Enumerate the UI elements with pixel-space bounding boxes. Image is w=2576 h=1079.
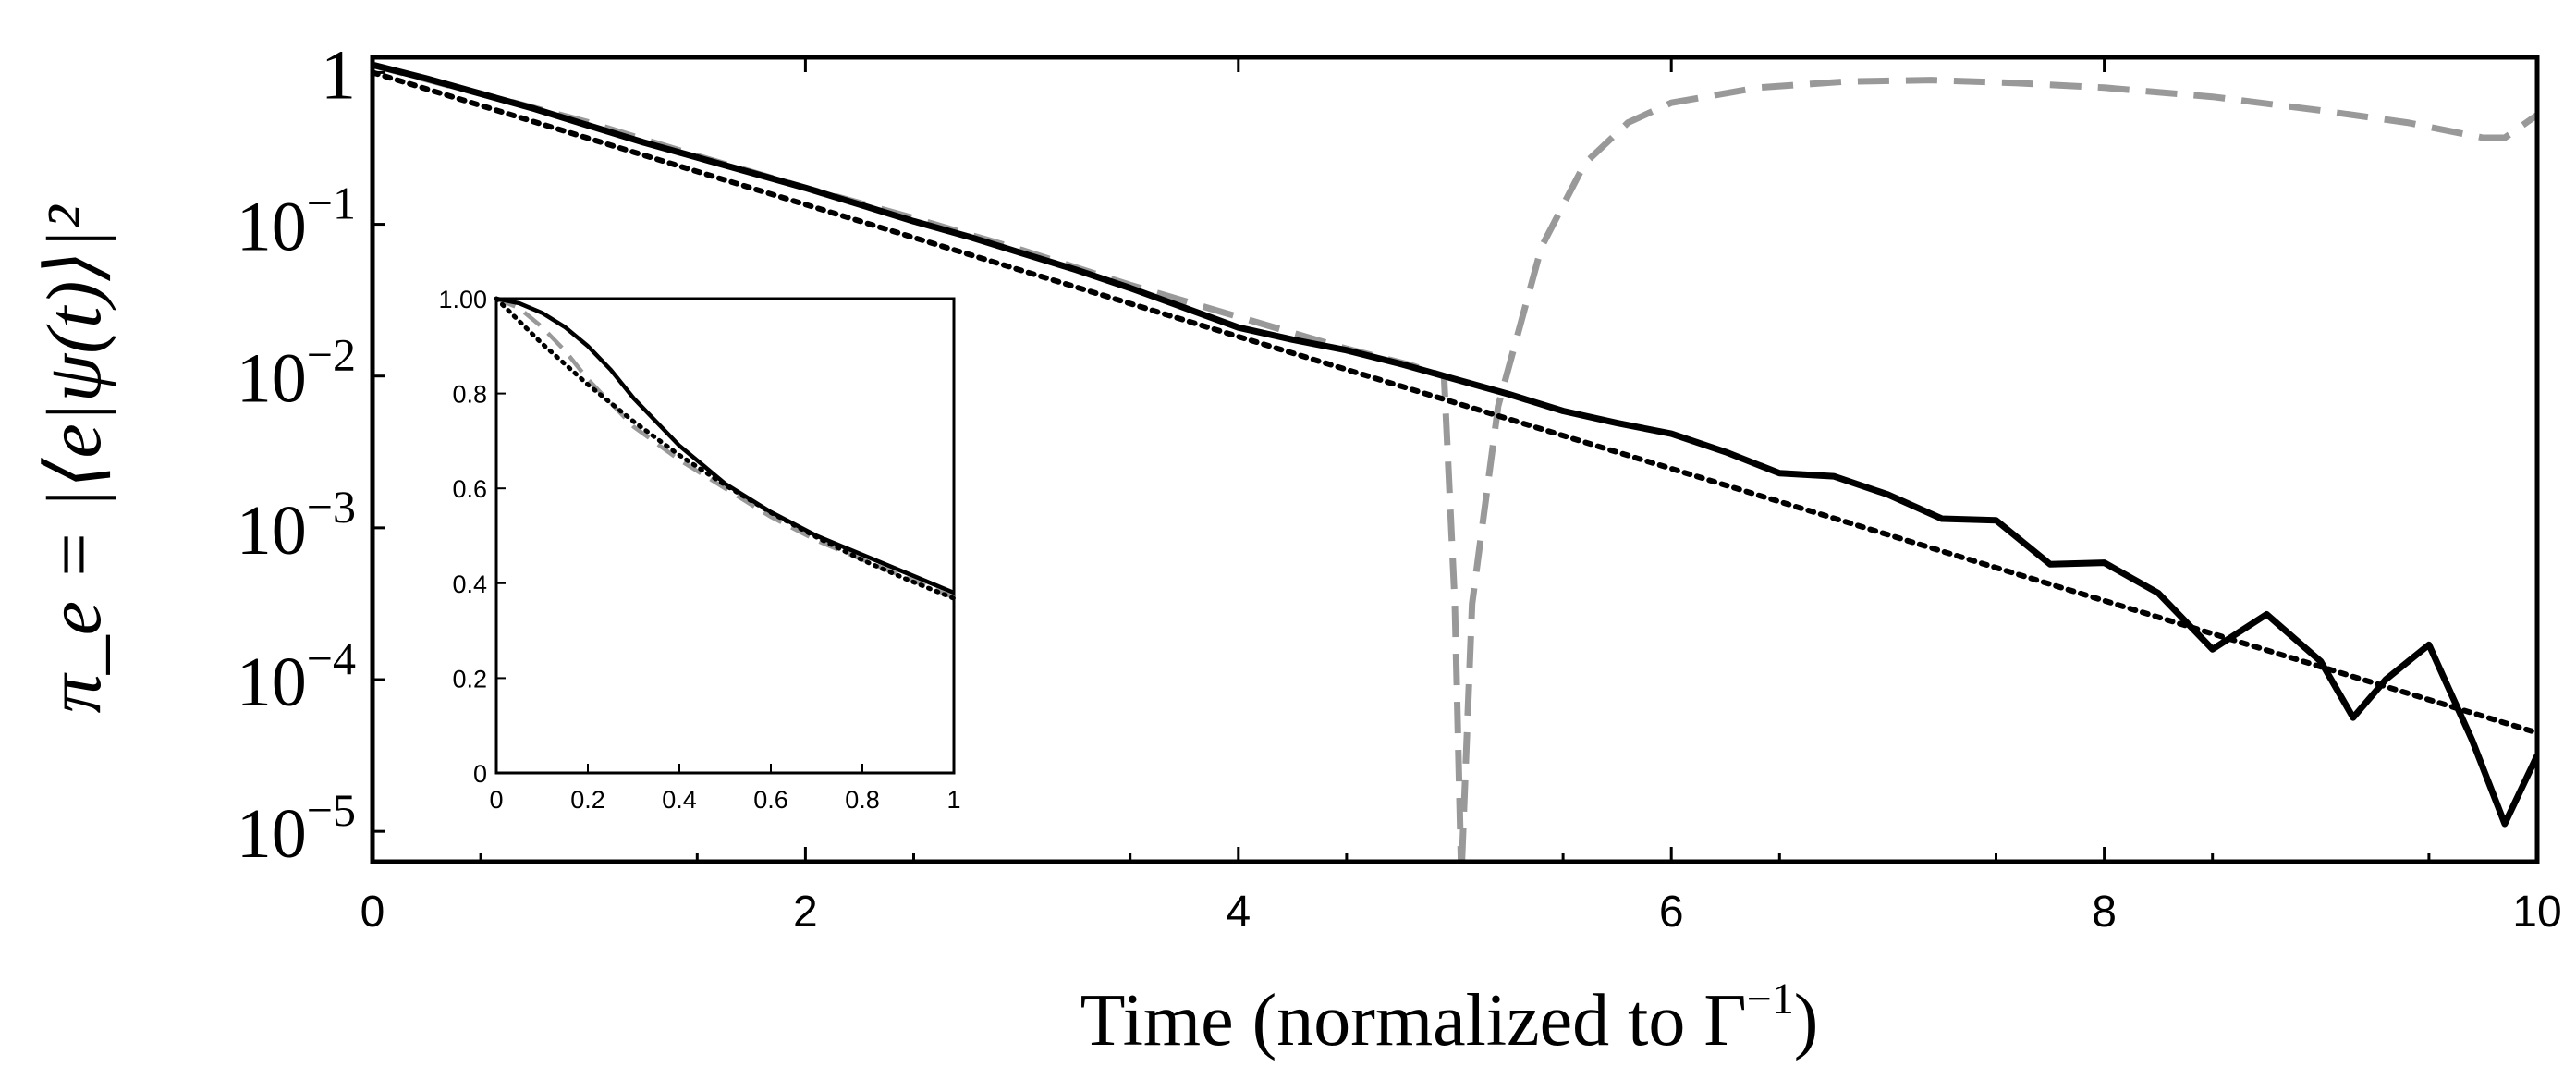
main-series-group [372, 61, 2537, 862]
y-tick-label: 10−5 [237, 784, 356, 873]
inset-x-tick-label: 0 [489, 786, 503, 814]
main-series-exponential-decay [372, 69, 2537, 736]
inset-series-exact [495, 296, 955, 595]
x-tick-label: 10 [2512, 888, 2561, 937]
inset-series-exponential-decay [494, 296, 957, 601]
x-tick-label: 8 [2092, 888, 2117, 937]
inset-y-tick-label: 0.4 [452, 570, 487, 598]
x-tick-label: 0 [360, 888, 385, 937]
x-tick-label: 4 [1226, 888, 1251, 937]
y-axis-label: π_e = |⟨e|ψ(t)⟩|² [31, 204, 117, 714]
inset-y-tick-label: 0.2 [452, 665, 487, 693]
y-tick-label: 10−3 [237, 481, 356, 570]
inset-ticks: 0 0.2 0.4 0.6 0.8 1 0 0.2 0.4 0.6 0.8 1.00 [438, 286, 960, 814]
inset-plot: 0 0.2 0.4 0.6 0.8 1 0 0.2 0.4 0.6 0.8 1.00 [438, 286, 960, 814]
x-axis-label: Time (normalized to Γ−1) [1080, 975, 1819, 1061]
main-series-approximation [372, 61, 2537, 862]
y-tick-label: 1 [321, 36, 356, 114]
inset-y-tick-label: 0 [473, 760, 487, 788]
x-axis-label-exponent: −1 [1747, 975, 1794, 1024]
x-tick-label: 2 [793, 888, 818, 937]
inset-y-tick-label: 0.8 [452, 381, 487, 409]
inset-x-tick-label: 0.2 [570, 786, 605, 814]
x-tick-label: 6 [1659, 888, 1684, 937]
inset-x-tick-label: 1 [946, 786, 960, 814]
inset-y-tick-label: 1.00 [438, 286, 487, 313]
inset-series-group [494, 296, 957, 601]
inset-axes-frame [494, 297, 956, 775]
inset-x-tick-label: 0.8 [845, 786, 880, 814]
x-axis-label-close: ) [1794, 980, 1819, 1061]
inset-y-tick-label: 0.6 [452, 475, 487, 503]
inset-x-tick-label: 0.4 [662, 786, 697, 814]
y-tick-label: 10−1 [237, 178, 356, 266]
inset-x-tick-label: 0.6 [753, 786, 788, 814]
main-axes-frame [370, 55, 2540, 864]
y-tick-label: 10−4 [237, 632, 356, 721]
main-series-exact [372, 61, 2537, 828]
y-tick-label: 10−2 [237, 329, 356, 418]
